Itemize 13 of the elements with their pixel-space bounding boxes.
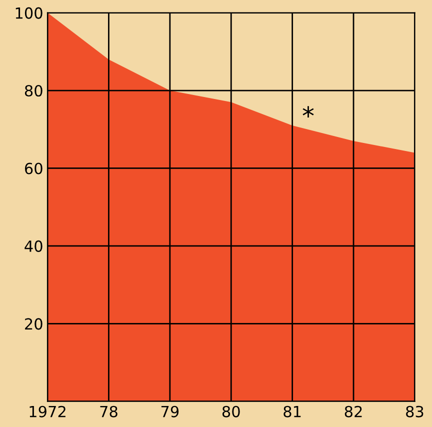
y-tick-label: 60 [24,162,42,174]
x-tick-label: 82 [344,406,362,418]
y-tick-label: 40 [24,240,42,252]
y-tick-label: 80 [24,84,42,97]
annotation: * [302,106,314,118]
y-tick-label: 100 [16,7,42,19]
x-tick-label: 79 [161,406,179,418]
y-tick-label: 20 [25,318,42,330]
x-tick-label: 83 [406,406,424,418]
x-tick-label: 80 [222,406,240,418]
x-tick-label: 81 [284,406,301,418]
x-tick-label: 1972 [30,406,66,418]
x-tick-label: 78 [100,406,118,418]
